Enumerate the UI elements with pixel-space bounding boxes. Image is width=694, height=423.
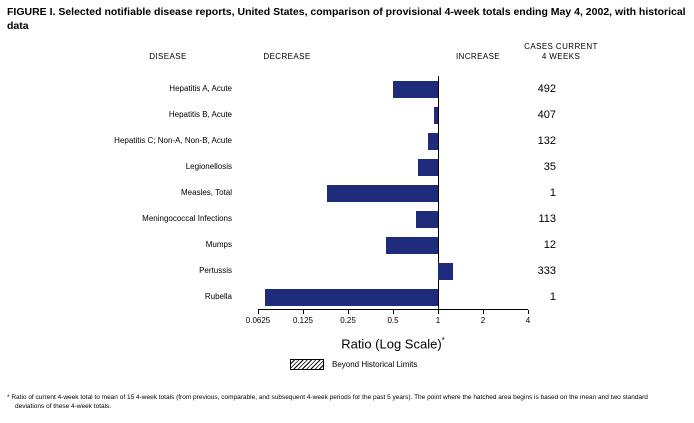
x-tick-mark <box>527 310 529 314</box>
ratio-bar <box>265 289 438 306</box>
disease-label: Hepatitis C; Non-A, Non-B, Acute <box>114 136 232 145</box>
ratio-bar <box>393 81 438 98</box>
x-tick-mark <box>482 310 484 314</box>
ratio-bar <box>326 185 438 202</box>
disease-label: Pertussis <box>199 266 232 275</box>
x-axis-label: Ratio (Log Scale)* <box>258 336 528 351</box>
legend: Beyond Historical Limits <box>290 359 417 370</box>
x-tick-label: 0.25 <box>340 316 356 325</box>
hatched-area-swatch <box>290 359 324 370</box>
column-header-increase: INCREASE <box>455 52 501 61</box>
cases-count: 1 <box>549 187 556 199</box>
cases-count: 132 <box>537 135 556 147</box>
cases-count: 333 <box>537 265 556 277</box>
ratio-bar <box>415 211 438 228</box>
x-tick-mark <box>302 310 304 314</box>
disease-label: Hepatitis A, Acute <box>169 84 232 93</box>
disease-label: Rubella <box>204 292 232 301</box>
column-header-cases-line2: 4 WEEKS <box>541 52 581 61</box>
x-tick-mark <box>392 310 394 314</box>
disease-label: Meningococcal Infections <box>142 214 232 223</box>
x-tick-label: 0.125 <box>292 316 314 325</box>
disease-label: Legionellosis <box>185 162 232 171</box>
column-header-cases-line1: CASES CURRENT <box>524 42 598 51</box>
cases-count: 1 <box>549 291 556 303</box>
plot-area <box>258 76 528 310</box>
disease-label: Hepatitis B, Acute <box>168 110 232 119</box>
cases-count: 35 <box>543 161 556 173</box>
disease-label: Measles, Total <box>181 188 232 197</box>
x-tick-mark <box>437 310 439 314</box>
ratio-bar <box>433 107 438 124</box>
x-tick-label: 0.5 <box>387 316 399 325</box>
legend-label: Beyond Historical Limits <box>332 360 418 369</box>
x-tick-label: 2 <box>480 316 486 325</box>
cases-count: 113 <box>538 213 556 225</box>
x-tick-mark <box>347 310 349 314</box>
cases-count: 12 <box>543 239 556 251</box>
column-header-disease: DISEASE <box>149 52 187 61</box>
x-tick-label: 4 <box>525 316 531 325</box>
footnote: * Ratio of current 4-week total to mean … <box>7 394 648 410</box>
disease-label: Mumps <box>205 240 232 249</box>
x-tick-label: 1 <box>435 316 441 325</box>
cases-count: 492 <box>537 83 556 95</box>
x-tick-label: 0.0625 <box>245 316 271 325</box>
x-axis-label-text: Ratio (Log Scale) <box>341 336 442 352</box>
x-tick-mark <box>257 310 259 314</box>
ratio-bar <box>386 237 438 254</box>
ratio-bar <box>438 263 453 280</box>
column-header-cases: CASES CURRENT 4 WEEKS <box>505 42 617 62</box>
column-header-decrease: DECREASE <box>263 52 311 61</box>
ratio-bar <box>428 133 438 150</box>
ratio-bar <box>418 159 438 176</box>
x-axis-label-asterisk: * <box>441 336 445 345</box>
baseline-ratio-1 <box>438 76 439 309</box>
cases-count: 407 <box>537 109 556 121</box>
figure-title: FIGURE I. Selected notifiable disease re… <box>7 6 686 32</box>
